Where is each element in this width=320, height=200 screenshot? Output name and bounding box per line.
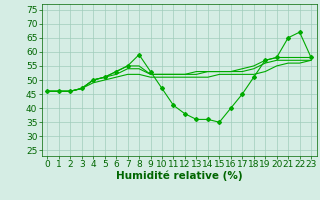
X-axis label: Humidité relative (%): Humidité relative (%) [116, 171, 243, 181]
